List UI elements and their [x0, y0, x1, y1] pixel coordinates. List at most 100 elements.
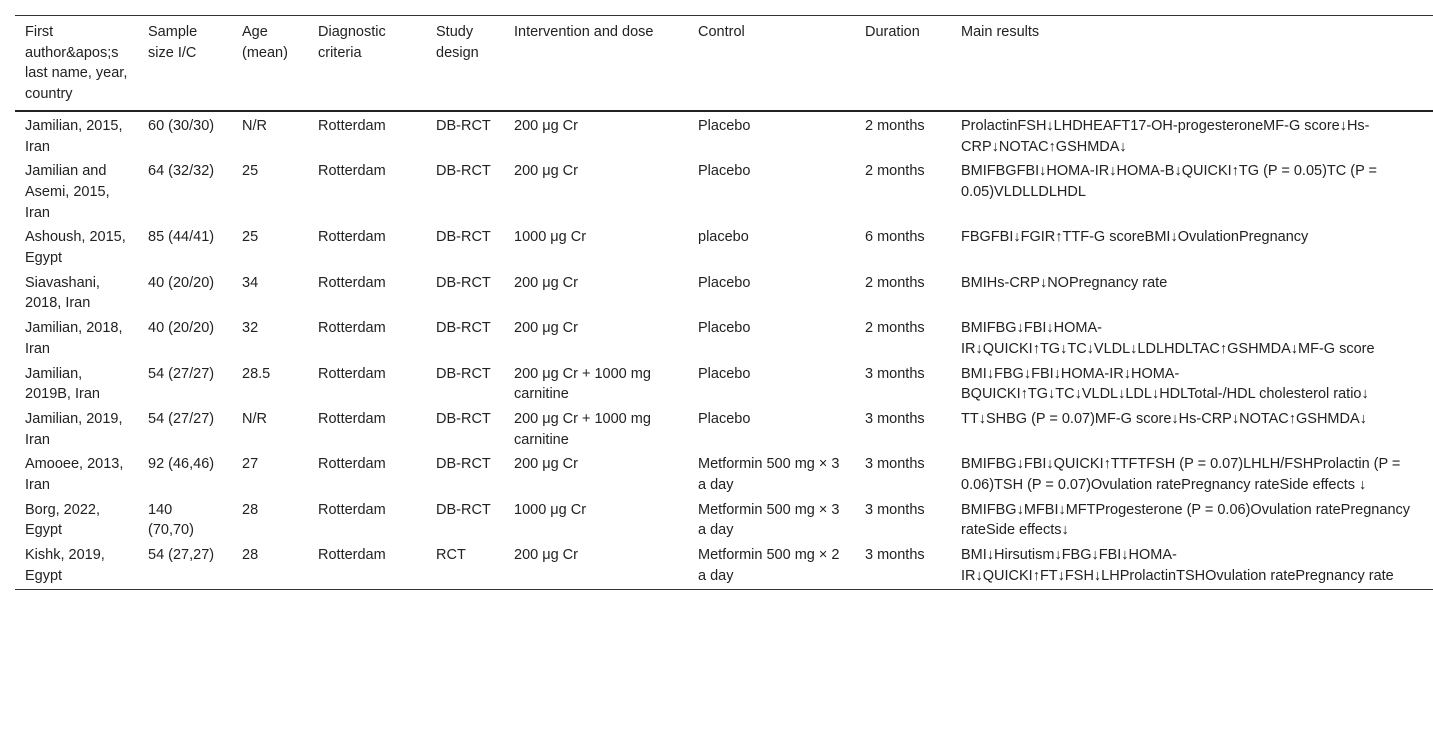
table-cell: DB-RCT	[436, 456, 491, 473]
table-cell: Ashoush, 2015, Egypt	[25, 229, 126, 267]
table-cell: 200 μg Cr	[514, 117, 578, 134]
table-cell: BMI↓Hirsutism↓FBG↓FBI↓HOMA-IR↓QUICKI↑FT↓…	[961, 547, 1394, 584]
table-cell: 2 months	[865, 163, 925, 180]
header-cell: Sample size I/C	[148, 24, 198, 61]
table-cell: ProlactinFSH↓LHDHEAFT17-OH-progesteroneM…	[961, 117, 1370, 155]
table-cell: DB-RCT	[436, 229, 491, 246]
table-cell: Rotterdam	[318, 501, 386, 518]
table-cell: DB-RCT	[436, 274, 491, 291]
table-cell: Siavashani, 2018, Iran	[25, 274, 100, 312]
table-cell: Metformin 500 mg × 3 a day	[698, 501, 840, 539]
table-cell: 28	[242, 547, 259, 564]
table-cell: 92 (46,46)	[148, 456, 215, 473]
table-cell: Jamilian and Asemi, 2015, Iran	[25, 163, 110, 221]
header-cell: First author&apos;s last name, year, cou…	[25, 24, 128, 103]
table-cell: 85 (44/41)	[148, 229, 215, 246]
header-row: First author&apos;s last name, year, cou…	[15, 15, 1433, 111]
table-row: Jamilian, 2018, Iran 40 (20/20) 32 Rotterda…	[15, 316, 1433, 361]
table-cell: Metformin 500 mg × 3 a day	[698, 456, 840, 494]
table-row: Amooee, 2013, Iran 92 (46,46) 27 Rotterdam D…	[15, 452, 1433, 497]
table-row: Jamilian and Asemi, 2015, Iran 64 (32/32)…	[15, 159, 1433, 225]
table-cell: RCT	[436, 547, 466, 564]
header-cell: Intervention and dose	[514, 24, 654, 40]
header-cell: Duration	[865, 24, 920, 40]
table-cell: 25	[242, 163, 259, 180]
table-cell: Metformin 500 mg × 2 a day	[698, 547, 840, 584]
table-cell: Placebo	[698, 274, 751, 291]
table-cell: Placebo	[698, 365, 751, 382]
table-cell: TT↓SHBG (P = 0.07)MF-G score↓Hs-CRP↓NOTA…	[961, 410, 1367, 427]
table-row: Siavashani, 2018, Iran 40 (20/20) 34 Rotter…	[15, 271, 1433, 316]
results-table: First author&apos;s last name, year, cou…	[15, 15, 1433, 590]
table-cell: DB-RCT	[436, 365, 491, 382]
table-cell: placebo	[698, 229, 749, 246]
header-cell: Main results	[961, 24, 1040, 40]
header-cell: Diagnostic criteria	[318, 24, 386, 61]
table-cell: 25	[242, 229, 259, 246]
table-cell: 3 months	[865, 456, 925, 473]
table-cell: 54 (27/27)	[148, 365, 215, 382]
table-cell: 1000 μg Cr	[514, 501, 587, 518]
table-cell: BMIFBG↓FBI↓QUICKI↑TTFTFSH (P = 0.07)LHLH…	[961, 456, 1401, 494]
table-cell: 200 μg Cr + 1000 mg carnitine	[514, 365, 651, 403]
table-cell: Jamilian, 2018, Iran	[25, 320, 123, 357]
table-row: Jamilian, 2019B, Iran 54 (27/27) 28.5 Rotte…	[15, 362, 1433, 407]
table-cell: 200 μg Cr	[514, 274, 578, 291]
table-cell: DB-RCT	[436, 320, 491, 337]
header-cell: Age (mean)	[242, 24, 288, 61]
header-cell: Control	[698, 24, 745, 40]
table-cell: 3 months	[865, 365, 925, 382]
table-cell: 64 (32/32)	[148, 163, 215, 180]
table-cell: 3 months	[865, 547, 925, 564]
table-cell: DB-RCT	[436, 410, 491, 427]
header-cell: Study design	[436, 24, 479, 61]
table-cell: 28	[242, 501, 259, 518]
table-header: First author&apos;s last name, year, cou…	[15, 15, 1433, 111]
table-cell: 200 μg Cr	[514, 547, 578, 564]
table-cell: Placebo	[698, 410, 751, 427]
table-cell: BMIFBG↓FBI↓HOMA-IR↓QUICKI↑TG↓TC↓VLDL↓LDL…	[961, 320, 1375, 357]
table-cell: Kishk, 2019, Egypt	[25, 547, 105, 584]
table-cell: 3 months	[865, 410, 925, 427]
table-cell: 140 (70,70)	[148, 501, 194, 539]
table-cell: Rotterdam	[318, 320, 386, 337]
table-cell: BMI↓FBG↓FBI↓HOMA-IR↓HOMA-BQUICKI↑TG↓TC↓V…	[961, 365, 1369, 403]
table-row: Jamilian, 2019, Iran 54 (27/27) N/R Rotterd…	[15, 407, 1433, 452]
table-cell: Borg, 2022, Egypt	[25, 501, 100, 539]
table-cell: Rotterdam	[318, 456, 386, 473]
table-cell: Rotterdam	[318, 229, 386, 246]
table-cell: 200 μg Cr + 1000 mg carnitine	[514, 410, 651, 448]
table-cell: 40 (20/20)	[148, 274, 215, 291]
table-row: Kishk, 2019, Egypt 54 (27,27) 28 Rotterdam R…	[15, 543, 1433, 590]
table-cell: Jamilian, 2019B, Iran	[25, 365, 100, 403]
table-cell: DB-RCT	[436, 163, 491, 180]
table-cell: Rotterdam	[318, 117, 386, 134]
table-cell: DB-RCT	[436, 117, 491, 134]
table-cell: 28.5	[242, 365, 271, 382]
table-cell: Rotterdam	[318, 274, 386, 291]
table-cell: Jamilian, 2019, Iran	[25, 410, 123, 448]
table-cell: Placebo	[698, 117, 751, 134]
table-cell: 54 (27,27)	[148, 547, 215, 564]
table-cell: 32	[242, 320, 259, 337]
table-cell: Rotterdam	[318, 163, 386, 180]
table-cell: BMIFBG↓MFBI↓MFTProgesterone (P = 0.06)Ov…	[961, 501, 1411, 539]
table-cell: Rotterdam	[318, 547, 386, 564]
table-cell: Rotterdam	[318, 410, 386, 427]
table-cell: 2 months	[865, 117, 925, 134]
table-cell: 200 μg Cr	[514, 320, 578, 337]
table-cell: Jamilian, 2015, Iran	[25, 117, 123, 155]
table-cell: Placebo	[698, 163, 751, 180]
table-cell: 200 μg Cr	[514, 163, 578, 180]
table-cell: Rotterdam	[318, 365, 386, 382]
table-cell: 34	[242, 274, 259, 291]
table-row: Ashoush, 2015, Egypt 85 (44/41) 25 Rotterda…	[15, 225, 1433, 270]
table-cell: 6 months	[865, 229, 925, 246]
table-row: Jamilian, 2015, Iran 60 (30/30) N/R Rotterd…	[15, 111, 1433, 159]
table-cell: Amooee, 2013, Iran	[25, 456, 124, 494]
table-cell: 3 months	[865, 501, 925, 518]
table-cell: 27	[242, 456, 259, 473]
table-body: Jamilian, 2015, Iran 60 (30/30) N/R Rotterd…	[15, 111, 1433, 590]
table-cell: 40 (20/20)	[148, 320, 215, 337]
